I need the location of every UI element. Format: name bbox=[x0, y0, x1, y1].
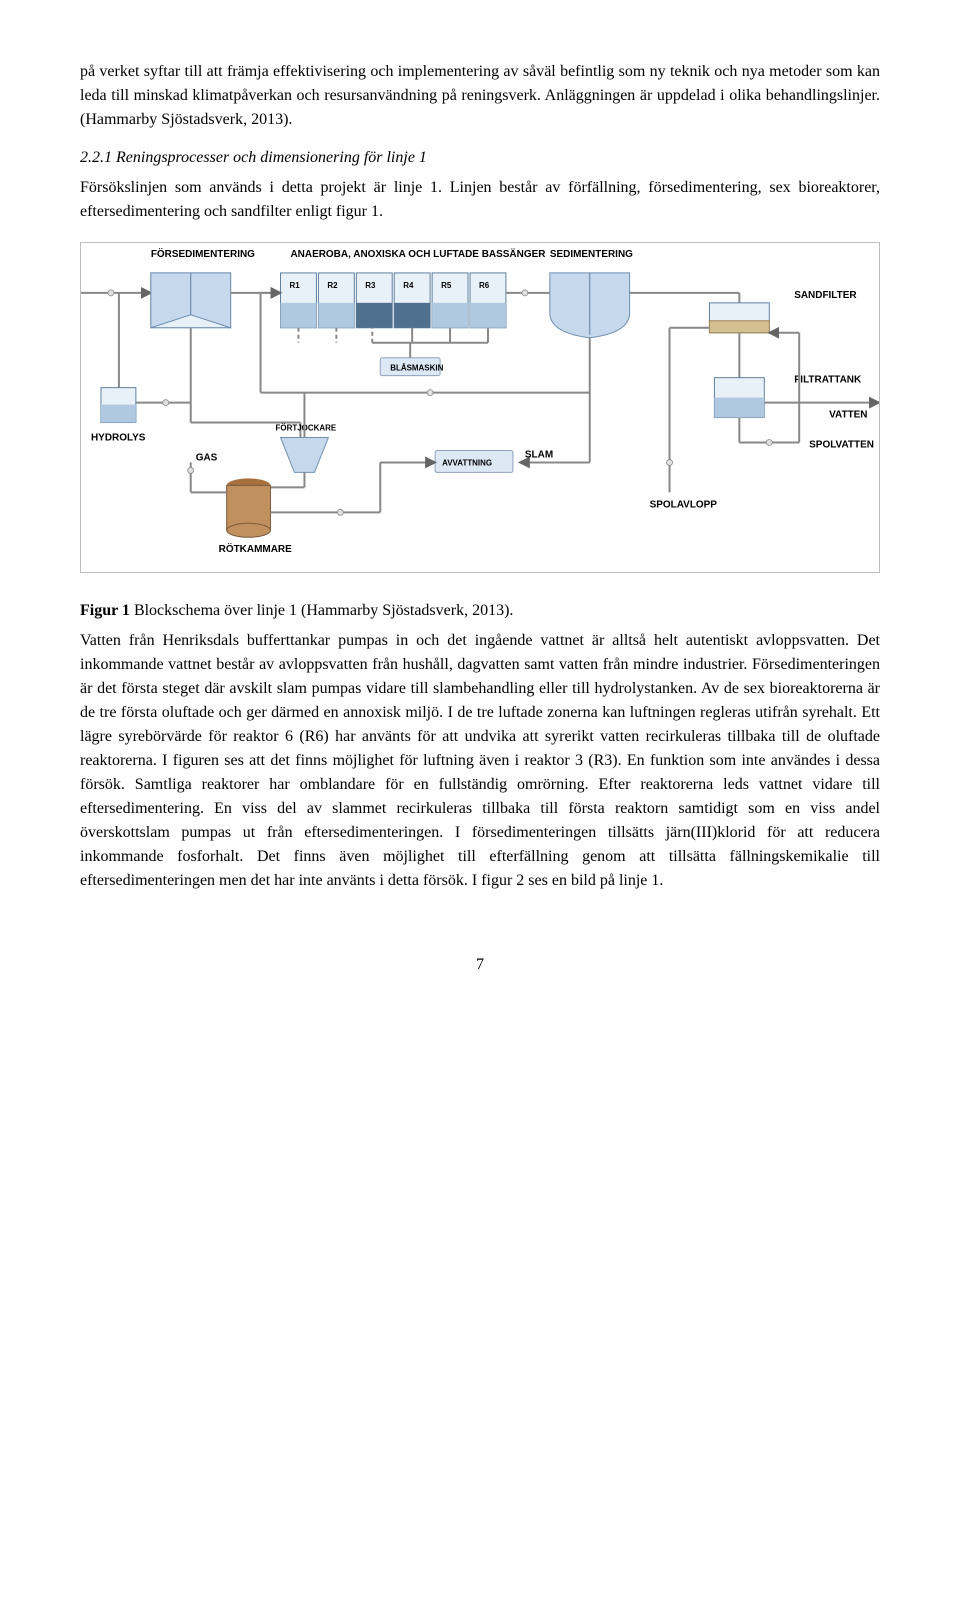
reactor-bank: R1 R2 R3 R4 R5 R6 bbox=[281, 273, 506, 328]
label-rotkammare: RÖTKAMMARE bbox=[219, 544, 292, 555]
figure-1-caption: Figur 1 Blockschema över linje 1 (Hammar… bbox=[80, 599, 880, 623]
label-slam: SLAM bbox=[525, 449, 553, 460]
paragraph-main: Vatten från Henriksdals bufferttankar pu… bbox=[80, 629, 880, 893]
label-spolvatten: SPOLVATTEN bbox=[809, 439, 874, 450]
svg-text:R6: R6 bbox=[479, 281, 490, 290]
figure-1-diagram: FÖRSEDIMENTERING ANAEROBA, ANOXISKA OCH … bbox=[80, 242, 880, 573]
label-filtrattank: FILTRATTANK bbox=[794, 375, 862, 386]
svg-text:R5: R5 bbox=[441, 281, 452, 290]
figure-1-container: FÖRSEDIMENTERING ANAEROBA, ANOXISKA OCH … bbox=[80, 242, 880, 581]
label-avvattning: AVVATTNING bbox=[442, 458, 492, 467]
label-spolavlopp: SPOLAVLOPP bbox=[650, 499, 718, 510]
paragraph-linje1: Försökslinjen som används i detta projek… bbox=[80, 176, 880, 224]
svg-text:R1: R1 bbox=[289, 281, 300, 290]
svg-text:R3: R3 bbox=[365, 281, 376, 290]
figure-1-label: Figur 1 bbox=[80, 602, 130, 619]
label-hydrolys: HYDROLYS bbox=[91, 433, 146, 444]
svg-text:R2: R2 bbox=[327, 281, 338, 290]
paragraph-intro: på verket syftar till att främja effekti… bbox=[80, 60, 880, 132]
subsection-title: 2.2.1 Reningsprocesser och dimensionerin… bbox=[80, 146, 880, 170]
label-sandfilter: SANDFILTER bbox=[794, 290, 856, 301]
label-vatten: VATTEN bbox=[829, 410, 867, 421]
label-anaeroba: ANAEROBA, ANOXISKA OCH LUFTADE BASSÄNGER bbox=[290, 249, 545, 260]
label-forsedimentering: FÖRSEDIMENTERING bbox=[151, 249, 255, 260]
label-fortjockare: FÖRTJOCKARE bbox=[276, 424, 337, 433]
page-number: 7 bbox=[80, 953, 880, 977]
svg-text:R4: R4 bbox=[403, 281, 414, 290]
label-sedimentering: SEDIMENTERING bbox=[550, 249, 633, 260]
label-blasmaskin: BLÅSMASKIN bbox=[390, 364, 443, 373]
label-gas: GAS bbox=[196, 452, 218, 463]
figure-1-caption-text: Blockschema över linje 1 (Hammarby Sjöst… bbox=[130, 602, 513, 619]
